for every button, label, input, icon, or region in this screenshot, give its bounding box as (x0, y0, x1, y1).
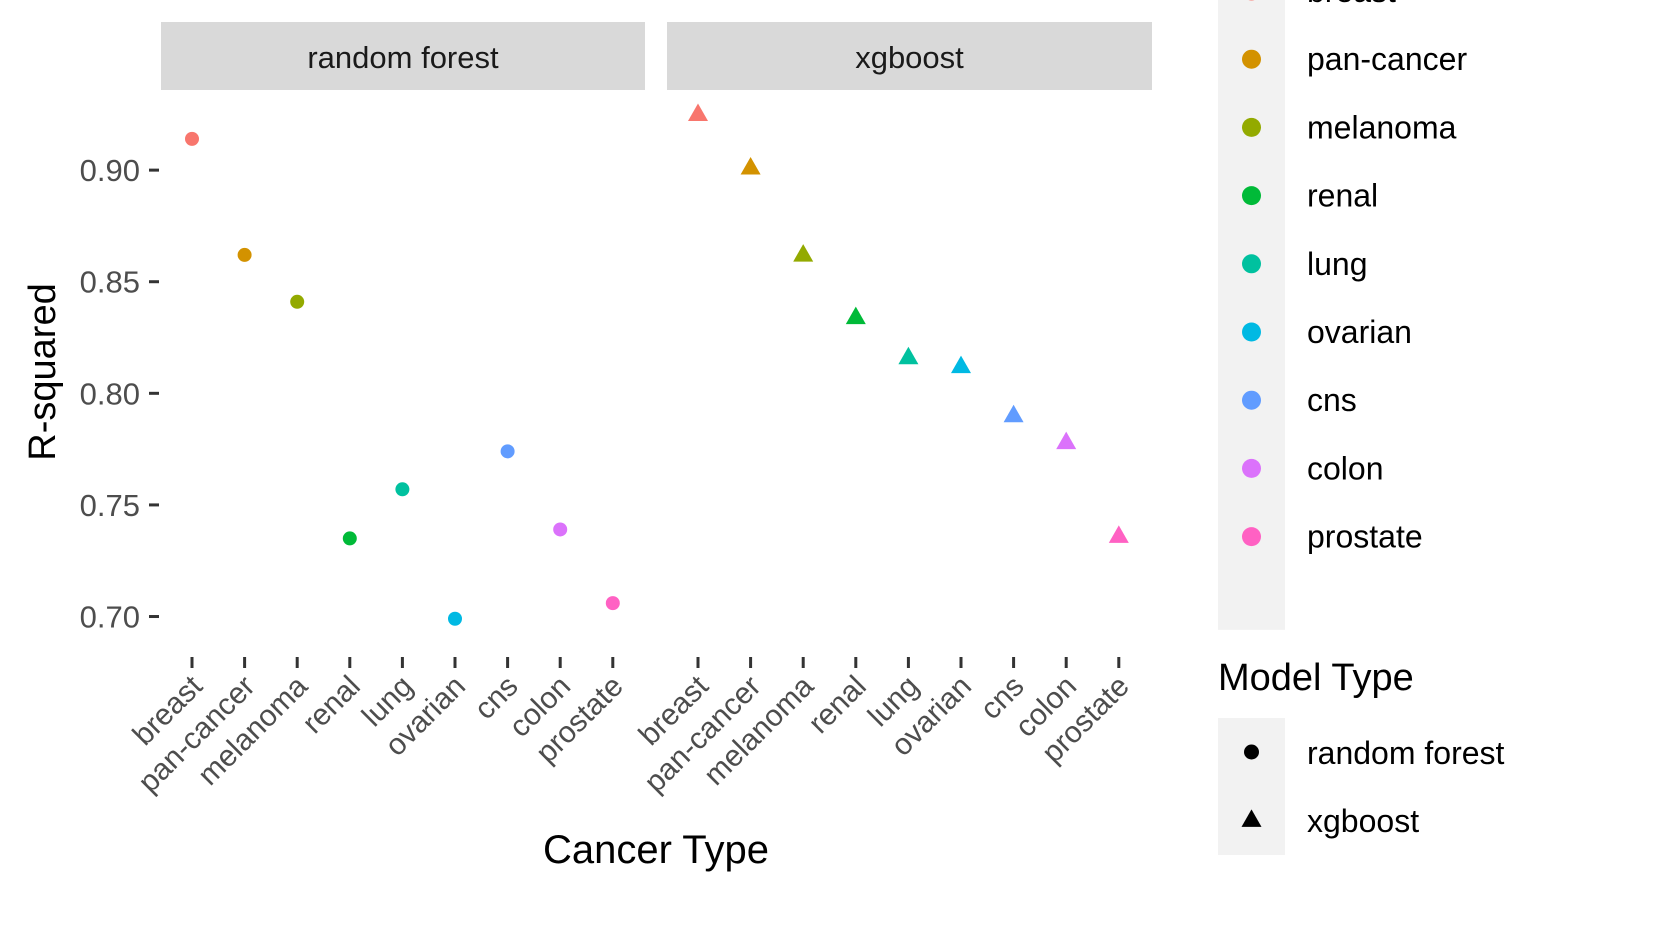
legend-item: cns (1242, 382, 1357, 418)
legend-label: pan-cancer (1307, 41, 1467, 77)
legend-swatch (1248, 0, 1255, 1)
y-tick-label: 0.85 (80, 265, 140, 300)
color-legend: breast pan-cancer melanoma renal lung ovarian… (1218, 0, 1467, 630)
legend-label: ovarian (1307, 314, 1412, 350)
legend-item: xgboost (1241, 803, 1419, 839)
data-point (1056, 431, 1077, 450)
legend-label: melanoma (1307, 109, 1457, 145)
legend-title: Model Type (1218, 657, 1414, 699)
data-point (448, 611, 462, 626)
legend-item: ovarian (1242, 314, 1412, 350)
facet-strip-label: random forest (307, 40, 499, 75)
facet-panel: random forestbreastpan-cancermelanomaren… (127, 22, 645, 799)
legend-swatch (1242, 49, 1261, 69)
legend-swatch (1244, 744, 1259, 760)
legend-swatch (1242, 390, 1261, 410)
data-point (740, 157, 761, 175)
x-axis-title: Cancer Type (543, 828, 769, 872)
legend-swatch (1242, 458, 1261, 478)
data-point (185, 131, 199, 146)
data-point (342, 531, 357, 546)
legend-label: breast (1307, 0, 1396, 9)
facets: random forestbreastpan-cancermelanomaren… (127, 22, 1152, 799)
legend-swatch (1242, 322, 1261, 342)
legend-item: lung (1242, 246, 1368, 282)
legend-label: cns (1307, 382, 1357, 418)
data-point (793, 244, 814, 262)
data-point (553, 522, 568, 537)
y-axis-title: R-squared (22, 283, 64, 460)
data-point (290, 294, 305, 309)
y-axis: 0.70 0.75 0.80 0.85 0.90 (80, 153, 159, 635)
legend-label: random forest (1307, 735, 1505, 771)
legend-key-background (1218, 718, 1285, 855)
data-point (500, 444, 515, 459)
legend-swatch (1241, 809, 1262, 827)
legend-item: breast (1248, 0, 1396, 9)
facet-panel: xgboostbreastpan-cancermelanomarenallung… (633, 22, 1152, 799)
x-tick-label: renal (802, 670, 873, 741)
data-point (1108, 525, 1129, 543)
legend-item: melanoma (1242, 109, 1457, 145)
data-point (951, 355, 971, 374)
y-tick-label: 0.75 (80, 488, 140, 523)
legend-key-background (1218, 0, 1285, 630)
facet-strip (161, 22, 645, 90)
legend-item: colon (1242, 450, 1384, 486)
data-point (845, 306, 866, 325)
data-point (688, 103, 708, 121)
legend-item: random forest (1244, 735, 1505, 771)
facet-strip-label: xgboost (855, 40, 964, 75)
y-tick-label: 0.90 (80, 153, 140, 188)
legend-item: renal (1242, 178, 1378, 214)
y-tick-label: 0.80 (80, 376, 140, 411)
legend-label: renal (1307, 178, 1378, 214)
x-tick-label: renal (296, 670, 367, 741)
legend-swatch (1242, 254, 1261, 274)
facet-strip (667, 22, 1152, 90)
legend-item: prostate (1242, 519, 1423, 555)
legend-label: colon (1307, 450, 1384, 486)
shape-legend: Model Type random forest xgboost (1218, 657, 1505, 855)
legend-item: pan-cancer (1242, 41, 1467, 77)
legend-label: lung (1307, 246, 1368, 282)
legend-label: prostate (1307, 519, 1423, 555)
y-tick-label: 0.70 (80, 600, 140, 635)
data-point (605, 596, 620, 611)
data-point (898, 346, 919, 365)
data-point (1003, 404, 1024, 423)
legend-label: xgboost (1307, 803, 1419, 839)
data-point (237, 247, 252, 262)
legend-swatch (1242, 117, 1261, 137)
data-point (395, 482, 410, 497)
legend-swatch (1242, 527, 1261, 547)
legend-swatch (1242, 186, 1261, 206)
